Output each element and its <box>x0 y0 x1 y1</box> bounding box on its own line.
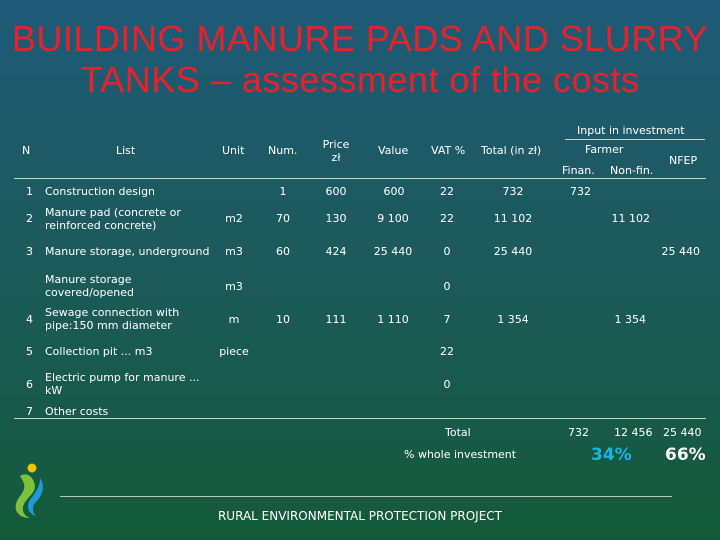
row-1-finan: 732 <box>570 185 591 198</box>
header-divider <box>14 178 706 179</box>
farmer-share: 34% <box>591 445 632 465</box>
totals-divider <box>14 418 706 419</box>
row-5-list: Collection pit ... m3 <box>45 345 153 358</box>
row-3b-unit: m3 <box>225 280 243 293</box>
row-2-vat: 22 <box>440 212 454 225</box>
header-value: Value <box>378 144 409 157</box>
nfep-share: 66% <box>665 445 706 465</box>
row-3b-vat: 0 <box>443 280 451 293</box>
row-2-unit: m2 <box>225 212 243 225</box>
row-4-value: 1 110 <box>377 313 409 326</box>
row-4-num: 10 <box>276 313 290 326</box>
header-nfep: NFEP <box>669 154 698 167</box>
row-2-n: 2 <box>26 212 33 225</box>
header-n: N <box>22 144 31 157</box>
row-3-unit: m3 <box>225 245 243 258</box>
row-3-value: 25 440 <box>373 245 413 258</box>
total-nonfin: 12 456 <box>614 426 653 439</box>
row-6-vat: 0 <box>443 378 451 391</box>
total-nfep: 25 440 <box>663 426 702 439</box>
row-4-total: 1 354 <box>497 313 529 326</box>
row-4-vat: 7 <box>443 313 451 326</box>
row-3-num: 60 <box>276 245 290 258</box>
row-4-unit: m <box>228 313 240 326</box>
row-6-list: Electric pump for manure ... kW <box>45 371 200 397</box>
row-7-list: Other costs <box>45 405 109 418</box>
row-2-num: 70 <box>276 212 290 225</box>
row-1-price: 600 <box>325 185 347 198</box>
row-1-vat: 22 <box>440 185 454 198</box>
row-1-value: 600 <box>383 185 405 198</box>
header-num: Num. <box>268 144 298 157</box>
row-7-n: 7 <box>26 405 33 418</box>
header-nonfin: Non-fin. <box>610 164 654 177</box>
total-finan: 732 <box>568 426 589 439</box>
row-1-list: Construction design <box>45 185 156 198</box>
row-1-n: 1 <box>26 185 33 198</box>
row-3b-list: Manure storage covered/opened <box>45 273 134 299</box>
header-input-in-investment: Input in investment <box>577 124 685 137</box>
row-2-total: 11 102 <box>493 212 533 225</box>
share-label: % whole investment <box>404 448 517 461</box>
header-rule <box>565 139 705 140</box>
total-label: Total <box>445 426 471 439</box>
row-5-unit: piece <box>219 345 249 358</box>
header-total: Total (in zł) <box>481 144 542 157</box>
header-finan: Finan. <box>562 164 595 177</box>
row-5-n: 5 <box>26 345 33 358</box>
row-1-num: 1 <box>279 185 287 198</box>
row-2-value: 9 100 <box>377 212 409 225</box>
header-unit: Unit <box>222 144 245 157</box>
row-2-nonfin: 11 102 <box>611 212 651 225</box>
row-3-price: 424 <box>325 245 347 258</box>
row-1-total: 732 <box>502 185 524 198</box>
header-farmer: Farmer <box>585 143 624 156</box>
row-6-n: 6 <box>26 378 33 391</box>
row-3-nfep: 25 440 <box>661 245 701 258</box>
header-price: Price zł <box>322 138 350 164</box>
project-logo <box>15 463 43 518</box>
row-4-n: 4 <box>26 313 33 326</box>
header-list: List <box>116 144 136 157</box>
page-title: BUILDING MANURE PADS AND SLURRY TANKS – … <box>11 18 709 100</box>
footer-text: RURAL ENVIRONMENTAL PROTECTION PROJECT <box>217 509 503 523</box>
row-2-price: 130 <box>325 212 347 225</box>
row-4-nonfin: 1 354 <box>614 313 647 326</box>
row-4-list: Sewage connection with pipe:150 mm diame… <box>45 306 180 332</box>
row-4-price: 111 <box>325 313 347 326</box>
row-3-total: 25 440 <box>493 245 533 258</box>
row-5-vat: 22 <box>440 345 454 358</box>
row-3-list: Manure storage, underground <box>45 245 210 258</box>
row-3-n: 3 <box>26 245 33 258</box>
footer-rule <box>60 496 672 497</box>
row-3-vat: 0 <box>443 245 451 258</box>
header-vat: VAT % <box>431 144 466 157</box>
row-2-list: Manure pad (concrete or reinforced concr… <box>45 206 181 232</box>
